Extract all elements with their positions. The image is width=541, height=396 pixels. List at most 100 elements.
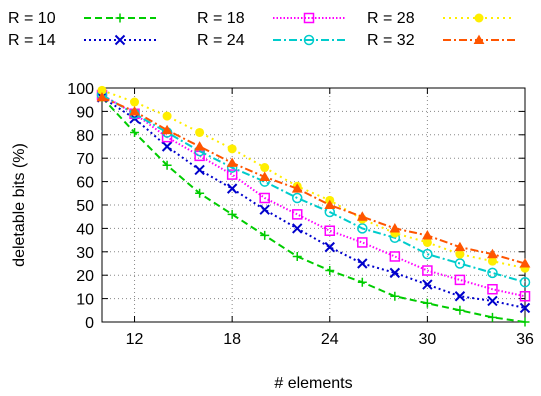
data-point [487, 295, 498, 307]
legend-label: R = 32 [367, 32, 415, 49]
data-point [357, 237, 368, 248]
legend-item: R = 18 [197, 10, 345, 27]
legend-marker [115, 13, 125, 23]
x-tick-label: 12 [126, 331, 144, 348]
data-point [129, 106, 140, 116]
data-point [487, 267, 498, 279]
data-point [389, 267, 401, 279]
data-point [195, 188, 205, 198]
series-line [101, 89, 526, 270]
series-r-32 [96, 91, 531, 268]
data-point [389, 223, 401, 233]
data-point [357, 258, 368, 269]
data-point [259, 204, 270, 215]
legend: R = 10 R = 18 R = 28 R = 14 R = 24 R = 32 [8, 10, 515, 49]
series-r-24 [96, 89, 531, 288]
legend-marker [114, 34, 126, 46]
data-point [454, 274, 466, 286]
data-point [389, 251, 401, 262]
data-point [357, 277, 367, 287]
legend-item: R = 24 [197, 32, 345, 49]
x-axis-label: # elements [274, 375, 352, 392]
y-tick-label: 40 [76, 221, 94, 238]
legend-marker [474, 13, 484, 23]
data-point [130, 97, 140, 107]
data-point [292, 223, 303, 234]
data-point [260, 230, 270, 240]
series-line [101, 94, 526, 298]
legend-item: R = 10 [8, 10, 156, 27]
data-point [227, 209, 237, 219]
series-r-28 [97, 85, 530, 273]
y-tick-label: 100 [67, 81, 94, 98]
legend-item: R = 28 [367, 10, 515, 27]
data-point [390, 291, 400, 301]
plot-frame [101, 87, 526, 323]
data-point [421, 230, 433, 240]
data-point [454, 258, 466, 269]
legend-label: R = 10 [8, 10, 56, 27]
legend-item: R = 14 [8, 32, 156, 49]
x-tick-label: 24 [321, 331, 339, 348]
y-tick-label: 60 [76, 175, 94, 192]
data-point [227, 144, 237, 154]
data-point [226, 169, 238, 180]
y-tick-label: 90 [76, 104, 94, 121]
legend-label: R = 28 [367, 10, 415, 27]
legend-marker [473, 34, 485, 45]
data-point [291, 183, 303, 193]
y-tick-label: 80 [76, 128, 94, 145]
data-point [519, 302, 531, 314]
y-tick-label: 20 [76, 268, 94, 285]
data-point [194, 141, 206, 151]
data-point [292, 251, 302, 261]
y-axis-label: deletable bits (%) [11, 143, 28, 267]
series-line [101, 96, 526, 309]
data-point [226, 183, 238, 194]
data-point [455, 249, 465, 259]
series-r-10 [97, 92, 530, 327]
series-line [101, 94, 526, 284]
data-point [96, 91, 108, 102]
data-point [455, 305, 465, 315]
data-point [454, 291, 466, 302]
data-point [422, 279, 433, 290]
data-point [454, 241, 466, 252]
legend-label: R = 18 [197, 10, 245, 27]
data-point [324, 241, 335, 253]
y-tick-label: 10 [76, 292, 94, 309]
data-point [195, 127, 205, 137]
data-point [226, 157, 238, 167]
data-point [422, 298, 432, 308]
data-point [324, 199, 336, 210]
series-r-18 [96, 89, 531, 302]
data-point [324, 225, 336, 236]
data-point [260, 163, 270, 173]
data-point [325, 266, 335, 276]
data-point [161, 141, 173, 152]
data-point [422, 237, 432, 247]
x-tick-label: 36 [516, 331, 534, 348]
data-point [356, 211, 368, 221]
plot-area: 12 18 24 30 36 0 10 20 30 40 50 60 70 80 90 100 [67, 81, 534, 348]
data-point [162, 160, 172, 170]
legend-marker [303, 34, 315, 46]
data-point [422, 248, 433, 260]
data-point [357, 223, 368, 234]
x-tick-label: 18 [223, 331, 241, 348]
data-point [259, 171, 271, 181]
data-point [487, 312, 497, 322]
data-point [291, 209, 303, 220]
legend-label: R = 24 [197, 32, 245, 49]
data-point [519, 276, 531, 288]
y-tick-label: 50 [76, 198, 94, 215]
series-line [101, 96, 526, 265]
x-tick-label: 30 [418, 331, 436, 348]
y-tick-label: 70 [76, 151, 94, 168]
series-line [101, 96, 526, 323]
legend-marker [303, 12, 315, 24]
data-point [487, 248, 498, 259]
data-point [259, 192, 270, 204]
data-point [487, 283, 498, 295]
